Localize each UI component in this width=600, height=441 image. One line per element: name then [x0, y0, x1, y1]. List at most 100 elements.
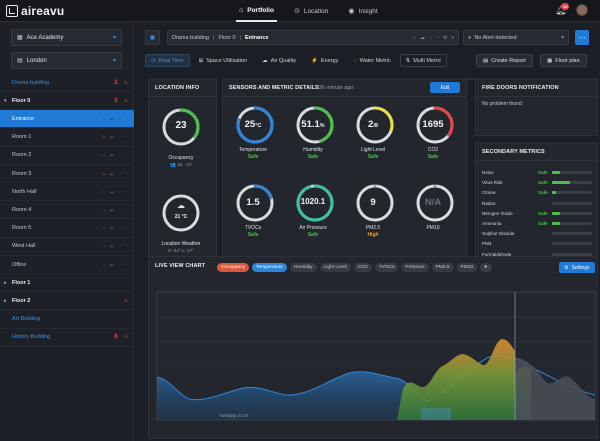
bulb-icon: ◌ — [117, 134, 121, 141]
sidebar-item-room-4[interactable]: Room 4 ⌂ ☁ ◌ ◔ — [0, 201, 134, 220]
chip-co2[interactable]: CO2 — [353, 263, 372, 272]
nav-location[interactable]: ⊙ Location — [291, 0, 331, 22]
sidebar-item-floor-0[interactable]: ▾ Floor 0 2 ⚠ — [0, 92, 134, 111]
chevron-right-icon[interactable]: ▸ — [4, 279, 7, 286]
cloud-icon: ☁ — [108, 170, 114, 177]
sidebar-item-entrance[interactable]: Entrance ⌂ ☁ ◌ ◔ — [0, 110, 134, 129]
sidebar-item-status-icons: ⌂ ☁ ◌ ◔ — [102, 262, 128, 268]
chevron-right-icon[interactable]: ▸ — [4, 297, 7, 304]
logo[interactable]: aireavu — [6, 4, 64, 18]
weather-label: Location Weather — [161, 241, 201, 247]
sidebar-item-label: North Hall — [12, 188, 37, 195]
tab-water-metric[interactable]: ◌ Water Metric — [347, 54, 396, 67]
edit-button[interactable]: Edit — [430, 82, 460, 93]
gauge-air-pressure[interactable]: 1020.1 Air Pressure Safe — [293, 183, 337, 238]
sidebar-item-office[interactable]: Office ⌂ ☁ ◌ ◔ — [0, 256, 134, 274]
settings-icon[interactable]: ⚙ — [443, 34, 448, 41]
chip-temperature[interactable]: Temperature — [252, 263, 287, 272]
portfolio-icon: ⌂ — [239, 6, 244, 14]
chevron-down-icon[interactable]: ▾ — [451, 34, 454, 41]
add-metric-button[interactable]: + — [480, 263, 492, 272]
breadcrumb-item[interactable]: Floor 0 — [218, 34, 236, 41]
gauge-value: 9 — [353, 197, 393, 208]
more-button[interactable]: ⋯ — [575, 30, 589, 45]
tab-air-quality[interactable]: ☁ Air Quality — [256, 54, 302, 67]
live-chart[interactable]: Tuesday 21.07 — [149, 277, 599, 427]
chart-range-selector[interactable] — [421, 408, 451, 420]
home-icon: ⌂ — [101, 243, 105, 250]
gauge-temperature[interactable]: 25°C Temperature Safe — [233, 105, 277, 160]
metric-virus-risk: Virus Risk Safe — [482, 178, 594, 187]
tab-space-utilisation[interactable]: ⊞ Space Utilisation — [193, 54, 254, 67]
academy-select[interactable]: ▦ Ace Academy ▾ — [11, 29, 122, 46]
metric-bar-fill — [552, 222, 560, 225]
gauge-value: 2/8 — [353, 119, 393, 130]
sidebar-item-room-5[interactable]: Room 5 ⌂ ☁ ◌ ◔ — [0, 220, 134, 238]
chip-pressure[interactable]: Pressure — [401, 263, 429, 272]
sidebar-item-label: Art Building — [12, 316, 41, 323]
gauge-co2[interactable]: 1695 CO2 Safe — [413, 105, 457, 160]
sidebar-item-room-3[interactable]: Room 3 ⌂ ☁ ◌ ◔ — [0, 165, 134, 183]
sidebar-item-north-hall[interactable]: North Hall ⌂ ☁ ◌ ◔ — [0, 183, 134, 202]
tab-energy[interactable]: ⚡ Energy — [305, 54, 344, 67]
sidebar-item-history-building[interactable]: History Building 8 ⚠ — [0, 329, 134, 347]
sensor-icon: ◔ — [124, 206, 128, 213]
chevron-down-icon[interactable]: ▾ — [4, 97, 7, 104]
alert-select[interactable]: ● No Alert detected ▾ — [463, 30, 569, 45]
gauge-value: N/A — [413, 197, 453, 208]
sidebar-item-room-2[interactable]: Room 2 ⌂ ☁ ◌ ◔ — [0, 147, 134, 165]
bulb-icon[interactable]: ◌ — [428, 34, 432, 41]
gauge-ring — [296, 106, 334, 144]
warning-icon: ⚠ — [123, 97, 128, 104]
gauge-light-level[interactable]: 2/8 Light Level Safe — [353, 105, 397, 160]
chip-light-level[interactable]: Light Level — [319, 263, 351, 272]
gauge-label: CO2 — [427, 147, 439, 153]
tab-multi-metric[interactable]: ⇅ Multi Metric — [399, 54, 448, 67]
home-icon[interactable]: ⌂ — [412, 34, 416, 41]
sidebar-item-label: Room 3 — [12, 170, 32, 177]
cloud-icon[interactable]: ☁ — [419, 34, 425, 41]
sidebar-item-art-building[interactable]: Art Building — [0, 311, 134, 329]
nav-portfolio[interactable]: ⌂ Portfolio — [236, 0, 277, 22]
avatar[interactable] — [576, 4, 588, 16]
chip-pm2-5[interactable]: PM2.5 — [431, 263, 454, 272]
chip-occupancy[interactable]: Occupancy — [217, 263, 249, 272]
tab-real-time[interactable]: ◷ Real Time — [145, 54, 190, 67]
bell-icon[interactable]: 🔔︎ — [555, 5, 567, 15]
gauge-pm2-5[interactable]: 9 PM2.5 High — [353, 183, 397, 238]
sensor-icon: ◔ — [124, 115, 128, 122]
breadcrumb-item[interactable]: Drama building — [172, 34, 209, 41]
metric-label: Virus Risk — [482, 180, 503, 186]
sensor-icon: ◔ — [124, 188, 128, 195]
sidebar-item-west-hall[interactable]: West Hall ⌂ ☁ ◌ ◔ — [0, 238, 134, 256]
settings-button[interactable]: ⚙ Settings — [559, 262, 595, 273]
city-select[interactable]: ▤ London ▾ — [11, 52, 122, 69]
settings-label: Settings — [571, 264, 590, 271]
gauge-status: Safe — [247, 154, 259, 160]
sidebar-item-floor-2[interactable]: ▸ Floor 2 ⚠ — [0, 292, 134, 311]
cloud-icon: ☁ — [108, 243, 114, 250]
gauge-tvocs[interactable]: 1.5 TVOCs Safe — [233, 183, 277, 238]
sidebar-toggle-button[interactable]: ▣ — [145, 30, 160, 45]
chip-humidity[interactable]: Humidity — [289, 263, 317, 272]
breadcrumb: Drama building | Floor 0 | Entrance ⌂ ☁ … — [167, 30, 459, 45]
nav-insight[interactable]: ◉ Insight — [345, 0, 380, 22]
gauge-humidity[interactable]: 51.1% Humidity Safe — [293, 105, 337, 160]
create-report-button[interactable]: ▤ Create Report — [476, 54, 533, 67]
bell-icon[interactable]: ◔ — [435, 34, 439, 41]
gauge-ring — [416, 106, 454, 144]
chip-pm10[interactable]: PM10 — [456, 263, 478, 272]
location-info-panel: LOCATION INFO 23 Occupancy 👥 15 - 47 ☁ 2… — [148, 78, 217, 264]
sidebar-item-status-icons: ⌂ ☁ ◌ ◔ — [102, 134, 128, 140]
logo-icon — [6, 5, 18, 17]
metric-status: Safe — [538, 210, 548, 216]
chip-tvocs[interactable]: TVOCs — [374, 263, 399, 272]
tab-label: Real Time — [158, 57, 184, 64]
floor-plan-button[interactable]: ▦ Floor plan — [540, 54, 587, 67]
gauge-pm10[interactable]: N/A PM10 — [413, 183, 457, 232]
occupancy-ring — [162, 108, 200, 146]
gauge-ring — [236, 184, 274, 222]
sidebar-item-floor-1[interactable]: ▸ Floor 1 — [0, 274, 134, 293]
sidebar-item-drama-building[interactable]: Drama building 2 ⚠ — [0, 74, 134, 92]
sidebar-item-room-1[interactable]: Room 1 ⌂ ☁ ◌ ◔ — [0, 129, 134, 147]
